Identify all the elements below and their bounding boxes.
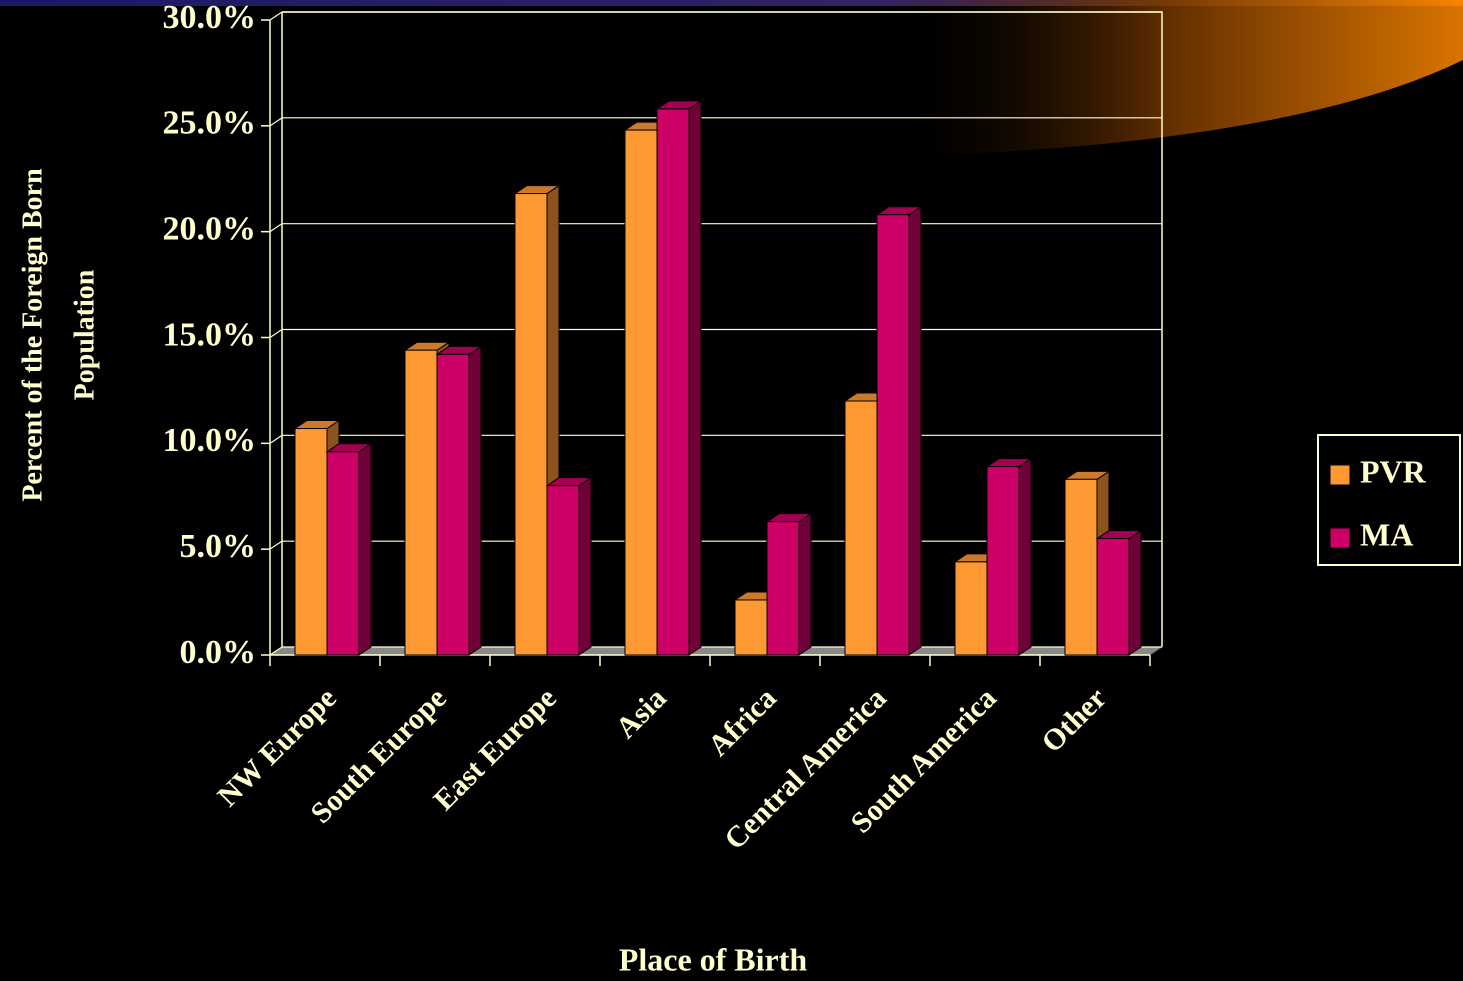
bar-side — [688, 99, 702, 656]
legend-swatch — [1329, 527, 1351, 549]
bar — [1096, 538, 1130, 656]
grid-line-side — [269, 223, 283, 233]
bar — [326, 451, 360, 656]
grid-line-side — [269, 329, 283, 338]
bar-side — [1018, 457, 1032, 656]
bar-side — [578, 476, 592, 656]
bar — [954, 561, 988, 656]
y-tick-label: 25.0% — [163, 105, 257, 142]
grid-line-side — [269, 434, 283, 444]
grid-line-side — [269, 11, 283, 21]
y-axis-title: Population — [69, 269, 100, 400]
legend-swatch — [1329, 464, 1351, 486]
bar — [986, 466, 1020, 656]
y-tick-label: 30.0% — [163, 0, 257, 36]
y-tick-label: 20.0% — [163, 210, 257, 247]
bar-side — [798, 512, 812, 656]
bar-side — [908, 205, 922, 656]
x-axis-title: Place of Birth — [619, 941, 808, 977]
y-axis-title: Percent of the Foreign Born — [17, 168, 48, 502]
bar — [1064, 478, 1098, 656]
bar — [436, 353, 470, 656]
bar — [546, 485, 580, 656]
y-tick-label: 15.0% — [163, 316, 257, 353]
bar — [734, 599, 768, 656]
bar — [404, 349, 438, 656]
bar — [876, 214, 910, 656]
bar-side — [358, 442, 372, 656]
y-tick-label: 10.0% — [163, 422, 257, 459]
grid-line-side — [269, 646, 283, 656]
bar — [656, 108, 690, 656]
top-band — [0, 0, 1463, 6]
bar — [624, 129, 658, 656]
swoosh — [890, 0, 1463, 155]
grid-line-side — [269, 540, 283, 550]
grid-line-side — [269, 117, 283, 127]
legend-label: MA — [1360, 516, 1413, 552]
bar-side — [468, 345, 482, 656]
bar — [766, 521, 800, 656]
bar-side — [1128, 529, 1142, 656]
y-tick-label: 0.0% — [180, 634, 257, 671]
bar — [294, 428, 328, 656]
y-tick-label: 5.0% — [180, 528, 257, 565]
bar — [514, 193, 548, 656]
bar — [844, 400, 878, 656]
legend-label: PVR — [1360, 453, 1427, 489]
